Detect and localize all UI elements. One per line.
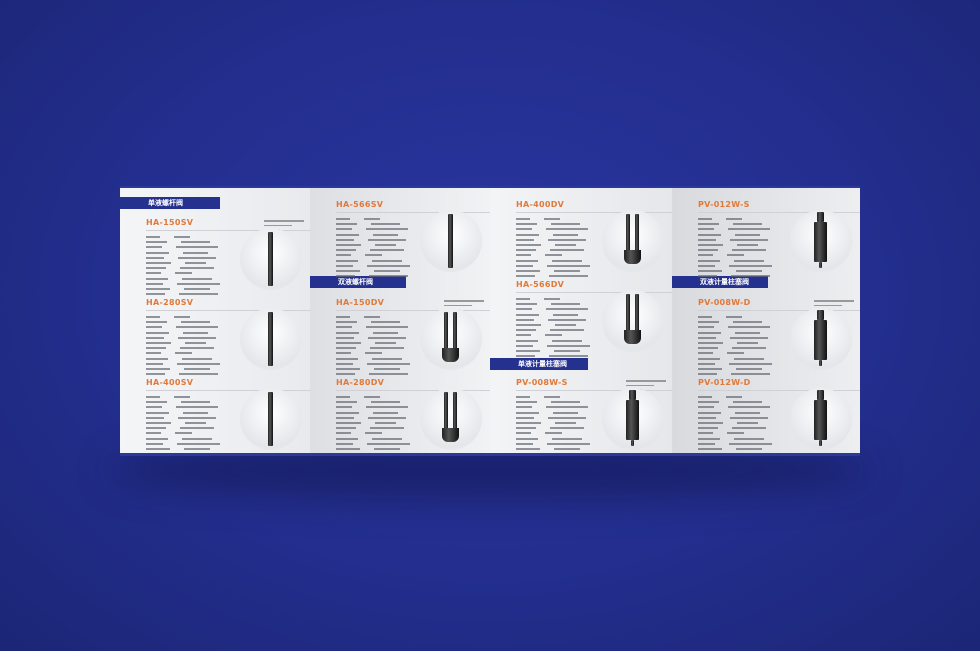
spec-list (516, 298, 616, 360)
spec-list (698, 218, 798, 280)
product-model: PV-008W-D (698, 298, 751, 307)
product-image (420, 388, 482, 450)
panel-3: 单液计量柱塞阀 HA-400DV HA-566DV PV-008W-S (490, 186, 672, 456)
divider (516, 292, 672, 293)
product-model: HA-280DV (336, 378, 385, 387)
product-image (240, 228, 302, 290)
spec-list (336, 396, 436, 453)
spec-list (146, 236, 246, 298)
divider (516, 390, 672, 391)
product-image (420, 308, 482, 370)
spec-list (698, 316, 798, 378)
product-entry: HA-280DV (310, 378, 490, 453)
panel-4: 双液计量柱塞阀 PV-012W-S PV-008W-D PV-012W-D (672, 186, 860, 456)
product-model: HA-400SV (146, 378, 194, 387)
spec-list (146, 316, 246, 378)
product-model: HA-566SV (336, 200, 384, 209)
product-image (420, 210, 482, 272)
divider (336, 310, 490, 311)
product-entry: HA-280SV (120, 298, 310, 378)
product-image (602, 388, 664, 450)
product-entry: PV-008W-D (672, 298, 860, 378)
product-model: PV-008W-S (516, 378, 568, 387)
spec-list (698, 396, 798, 453)
product-model: PV-012W-D (698, 378, 751, 387)
section-header-bar: 单液螺杆阀 (120, 197, 220, 209)
product-image (790, 210, 852, 272)
product-model: HA-150DV (336, 298, 385, 307)
spec-list (336, 316, 436, 378)
section-header-bar: 双液计量柱塞阀 (672, 276, 768, 288)
product-entry: HA-400SV (120, 378, 310, 453)
divider (146, 390, 310, 391)
product-model: HA-280SV (146, 298, 194, 307)
spec-list (146, 396, 246, 453)
product-entry: PV-008W-S (490, 378, 672, 453)
product-entry: HA-400DV (490, 200, 672, 280)
spec-list (516, 218, 616, 280)
product-image (240, 308, 302, 370)
divider (146, 310, 310, 311)
brochure: 单液螺杆阀 HA-150SV HA-280SV HA-400SV 双液螺杆阀 HA-… (120, 186, 860, 456)
section-header-bar: 双液螺杆阀 (310, 276, 406, 288)
product-image (790, 388, 852, 450)
section-header-bar: 单液计量柱塞阀 (490, 358, 588, 370)
product-model: HA-400DV (516, 200, 565, 209)
panel-1: 单液螺杆阀 HA-150SV HA-280SV HA-400SV (120, 186, 310, 456)
product-entry: PV-012W-D (672, 378, 860, 453)
product-entry: HA-150SV (120, 218, 310, 298)
divider (698, 212, 860, 213)
divider (516, 212, 672, 213)
spec-list (516, 396, 616, 453)
product-model: HA-150SV (146, 218, 194, 227)
product-image (240, 388, 302, 450)
divider (336, 390, 490, 391)
divider (698, 390, 860, 391)
panel-2: 双液螺杆阀 HA-566SV HA-150DV HA-280DV (310, 186, 490, 456)
divider (698, 310, 860, 311)
product-entry: HA-566SV (310, 200, 490, 280)
product-model: HA-566DV (516, 280, 565, 289)
spec-list (336, 218, 436, 280)
product-image (602, 210, 664, 272)
product-entry: HA-150DV (310, 298, 490, 378)
divider (146, 230, 310, 231)
product-image (790, 308, 852, 370)
product-model: PV-012W-S (698, 200, 750, 209)
divider (336, 212, 490, 213)
product-image (602, 290, 664, 352)
product-entry: PV-012W-S (672, 200, 860, 280)
product-entry: HA-566DV (490, 280, 672, 360)
